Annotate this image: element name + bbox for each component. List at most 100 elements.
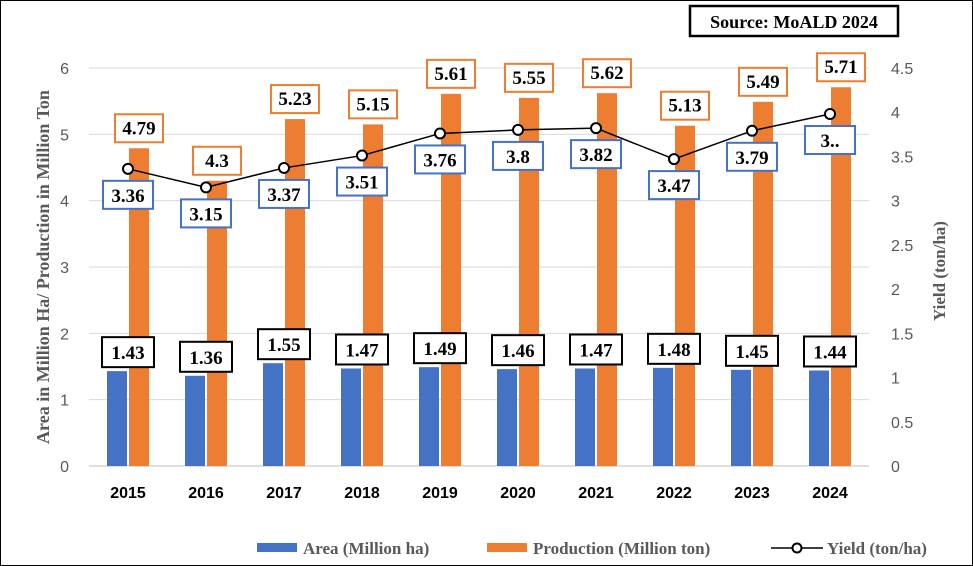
y-tick-label: 4: [60, 194, 69, 211]
yield-data-label: 3.82: [579, 145, 612, 166]
legend-swatch-production: [487, 543, 527, 552]
production-bar: [597, 93, 617, 466]
x-tick-label: 2019: [422, 485, 458, 502]
source-note-box: [688, 4, 900, 38]
production-data-label: 5.49: [746, 72, 779, 93]
yield-marker: [434, 127, 446, 140]
area-data-label: 1.36: [189, 348, 222, 369]
yield-label-box: [102, 179, 154, 210]
yield-line: [127, 113, 831, 189]
production-data-label: 5.55: [512, 68, 545, 89]
production-bar: [363, 124, 383, 466]
x-tick-label: 2022: [656, 485, 692, 502]
area-label-box: [647, 332, 701, 365]
yield-label-box: [414, 144, 466, 175]
yield-label-box: [570, 139, 622, 170]
area-label-box: [413, 332, 467, 365]
production-label-box: [660, 90, 710, 121]
legend-marker-yield: [791, 542, 803, 554]
area-bar: [809, 370, 829, 466]
yield-label-box: [258, 178, 310, 209]
production-bar: [831, 87, 851, 466]
yield-marker: [590, 122, 602, 135]
x-tick-label: 2024: [812, 485, 848, 502]
area-data-label: 1.47: [345, 340, 379, 361]
area-label-box: [335, 333, 389, 366]
y2-tick-label: 1.5: [891, 326, 913, 343]
y2-tick-label: 2.5: [891, 238, 913, 255]
area-label-box: [101, 336, 155, 369]
yield-label-box: [180, 198, 232, 229]
area-data-label: 1.47: [579, 340, 613, 361]
yield-data-label: 3..: [821, 131, 840, 152]
area-data-label: 1.43: [111, 343, 144, 364]
area-label-box: [569, 333, 623, 366]
production-data-label: 4.79: [122, 118, 155, 139]
production-label-box: [114, 113, 164, 144]
area-bar: [575, 368, 595, 466]
yield-label-box: [726, 141, 778, 172]
production-data-label: 5.62: [590, 63, 623, 84]
x-tick-label: 2021: [578, 485, 614, 502]
production-label-box: [582, 58, 632, 89]
yield-data-label: 3.8: [506, 147, 530, 168]
area-bar: [185, 375, 205, 466]
yield-data-label: 3.15: [189, 204, 222, 225]
production-label-box: [192, 145, 242, 176]
yield-label-box: [336, 166, 388, 197]
legend-label-yield: Yield (ton/ha): [827, 539, 927, 558]
production-data-label: 5.61: [434, 64, 467, 85]
production-label-box: [348, 89, 398, 120]
yield-data-label: 3.37: [267, 185, 301, 206]
y-tick-label: 1: [60, 393, 69, 410]
area-data-label: 1.45: [735, 342, 768, 363]
y2-tick-label: 4: [891, 105, 900, 122]
y2-axis-title: Yield (ton/ha): [930, 221, 949, 321]
production-bar: [129, 148, 149, 466]
production-bar: [441, 93, 461, 467]
production-bar: [519, 97, 539, 466]
production-data-label: 5.71: [824, 57, 857, 78]
y2-tick-label: 4.5: [891, 61, 913, 78]
area-bar: [497, 369, 517, 466]
yield-marker: [824, 107, 836, 120]
production-bar: [207, 180, 227, 466]
production-bar: [675, 125, 695, 467]
y-tick-label: 2: [60, 326, 69, 343]
yield-data-label: 3.79: [735, 148, 768, 169]
y-tick-label: 0: [60, 459, 69, 476]
production-data-label: 5.23: [278, 89, 311, 110]
x-tick-label: 2018: [344, 485, 380, 502]
area-bar: [341, 368, 361, 466]
area-data-label: 1.49: [423, 339, 456, 360]
y-tick-label: 6: [60, 61, 69, 78]
area-data-label: 1.46: [501, 341, 534, 362]
y-tick-label: 5: [60, 127, 69, 144]
x-tick-label: 2015: [110, 485, 146, 502]
area-label-box: [179, 340, 233, 373]
area-data-label: 1.48: [657, 340, 690, 361]
area-bar: [653, 367, 673, 466]
yield-marker: [122, 162, 134, 175]
production-label-box: [738, 66, 788, 97]
y-axis-title: Area in Million Ha/ Production in Millio…: [33, 90, 53, 444]
x-tick-label: 2023: [734, 485, 770, 502]
y2-tick-label: 1: [891, 371, 900, 388]
area-bar: [419, 367, 439, 466]
x-tick-label: 2016: [188, 485, 224, 502]
yield-marker: [278, 161, 290, 174]
y2-tick-label: 2: [891, 282, 900, 299]
production-label-box: [270, 84, 320, 115]
legend-label-production: Production (Million ton): [533, 539, 710, 558]
yield-label-box: [492, 140, 544, 171]
y2-tick-label: 3: [891, 194, 900, 211]
y2-tick-label: 0.5: [891, 415, 913, 432]
production-bar: [753, 101, 773, 466]
production-data-label: 5.13: [668, 96, 701, 117]
yield-marker: [746, 124, 758, 137]
yield-label-box: [804, 124, 856, 155]
area-data-label: 1.55: [267, 335, 300, 356]
production-label-box: [426, 58, 476, 89]
x-tick-label: 2017: [266, 485, 302, 502]
